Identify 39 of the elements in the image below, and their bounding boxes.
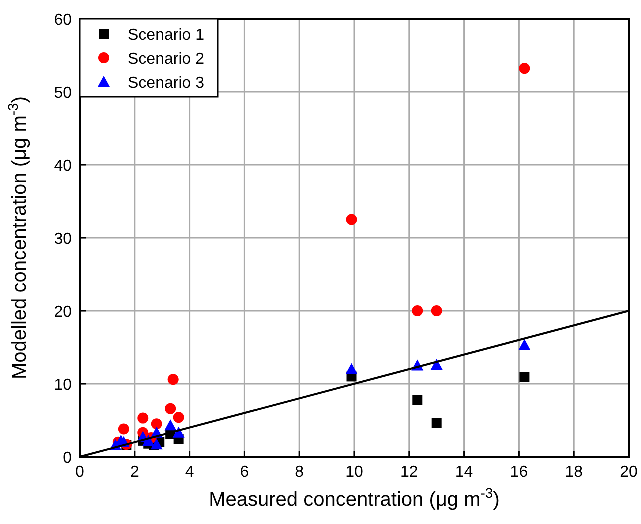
point — [412, 306, 424, 316]
y-tick-label: 0 — [63, 450, 72, 467]
legend-label: Scenario 3 — [128, 75, 205, 92]
point — [173, 412, 184, 424]
y-tick-label: 40 — [54, 158, 72, 175]
x-tick-label: 20 — [620, 464, 638, 481]
x-tick-label: 0 — [76, 464, 85, 481]
x-tick-label: 16 — [510, 464, 528, 481]
point — [431, 306, 442, 316]
x-tick-label: 14 — [455, 464, 474, 481]
x-tick-label: 4 — [185, 464, 194, 481]
x-tick-label: 12 — [400, 464, 418, 481]
point — [118, 424, 130, 435]
legend-label: Scenario 2 — [128, 51, 205, 68]
point — [138, 412, 149, 424]
x-tick-label: 8 — [295, 464, 304, 481]
point — [150, 438, 163, 450]
y-tick-label: 20 — [54, 304, 72, 321]
point — [412, 395, 423, 406]
x-tick-label: 10 — [346, 464, 364, 481]
point — [151, 418, 162, 430]
point — [432, 418, 442, 428]
point — [168, 374, 179, 386]
point — [519, 63, 530, 74]
x-tick-label: 2 — [130, 464, 140, 481]
y-tick-label: 10 — [54, 377, 72, 394]
x-tick-label: 18 — [565, 464, 584, 481]
y-tick-label: 50 — [54, 85, 72, 102]
point — [346, 214, 358, 226]
point — [346, 363, 358, 374]
x-axis-title: Measured concentration (μg m$^{-3}$) — [209, 485, 500, 511]
x-tick-label: 6 — [240, 464, 250, 481]
y-tick-label: 30 — [54, 231, 72, 248]
point — [518, 339, 531, 350]
point — [164, 420, 177, 431]
y-tick-label: 60 — [54, 12, 72, 29]
point — [165, 403, 176, 414]
point — [520, 372, 530, 382]
legend-label: Scenario 1 — [128, 27, 205, 44]
